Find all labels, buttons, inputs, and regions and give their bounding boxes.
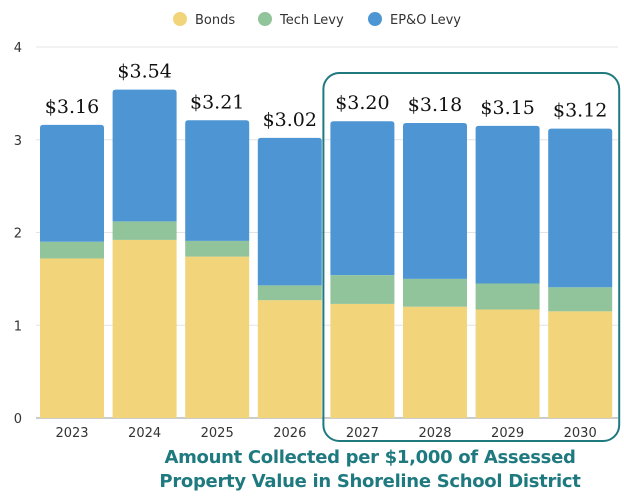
total-label-2025: $3.21 xyxy=(190,91,244,113)
bar-2030-tech-levy xyxy=(548,287,613,312)
y-tick-label-4: 4 xyxy=(14,41,22,56)
x-tick-label-2024: 2024 xyxy=(128,426,161,441)
total-label-2028: $3.18 xyxy=(408,94,462,116)
bar-2025-bonds xyxy=(185,256,250,418)
legend-swatch-bonds xyxy=(173,12,187,26)
caption-line-1: Amount Collected per $1,000 of Assessed xyxy=(164,447,576,468)
bar-2025-tech-levy xyxy=(185,240,250,257)
total-label-2029: $3.15 xyxy=(480,97,534,119)
bar-2029-tech-levy xyxy=(475,283,540,310)
total-label-2024: $3.54 xyxy=(117,61,171,83)
bar-2024-bonds xyxy=(112,239,177,418)
y-tick-label-0: 0 xyxy=(14,412,22,427)
bar-2029-bonds xyxy=(475,309,540,418)
x-axis: 2023 2024 2025 2026 2027 2028 2029 2030 xyxy=(55,426,596,441)
highlight-box xyxy=(322,72,621,442)
total-label-2030: $3.12 xyxy=(553,100,607,122)
x-tick-label-2025: 2025 xyxy=(201,426,234,441)
chart-caption: Amount Collected per $1,000 of Assessed … xyxy=(150,446,590,494)
total-label-2023: $3.16 xyxy=(45,96,99,118)
x-tick-label-2023: 2023 xyxy=(55,426,88,441)
legend-label-tech-levy: Tech Levy xyxy=(279,13,344,28)
x-tick-label-2027: 2027 xyxy=(346,426,379,441)
bar-2027-ep-o-levy xyxy=(330,121,395,276)
total-labels: $3.16 $3.54 $3.21 $3.02 $3.20 $3.18 $3.15 $3.12 xyxy=(45,61,608,131)
bar-2029-ep-o-levy xyxy=(475,125,540,284)
y-axis: 0 1 2 3 4 xyxy=(14,41,22,427)
total-label-2027: $3.20 xyxy=(335,92,389,114)
caption-line-2: Property Value in Shoreline School Distr… xyxy=(159,471,581,492)
bar-2030-bonds xyxy=(548,311,613,418)
bar-2023-ep-o-levy xyxy=(40,124,104,242)
x-tick-label-2026: 2026 xyxy=(273,426,306,441)
bar-2028-tech-levy xyxy=(403,278,467,307)
bar-2026-ep-o-levy xyxy=(257,137,322,286)
y-tick-label-2: 2 xyxy=(14,227,22,242)
bar-2028-ep-o-levy xyxy=(403,123,467,279)
legend: Bonds Tech Levy EP&O Levy xyxy=(173,12,461,28)
bar-2030-ep-o-levy xyxy=(548,128,613,288)
legend-swatch-ep-o-levy xyxy=(368,12,382,26)
x-tick-label-2029: 2029 xyxy=(491,426,524,441)
bar-2023-bonds xyxy=(40,258,104,418)
bar-2025-ep-o-levy xyxy=(185,120,250,241)
x-tick-label-2028: 2028 xyxy=(418,426,451,441)
highlight-box-group xyxy=(322,72,621,442)
total-label-2026: $3.02 xyxy=(263,109,317,131)
bar-2024-ep-o-levy xyxy=(112,89,177,222)
bar-2023-tech-levy xyxy=(40,241,104,259)
bar-2027-bonds xyxy=(330,303,395,418)
bar-2026-tech-levy xyxy=(257,285,322,301)
bar-2028-bonds xyxy=(403,306,467,418)
x-tick-label-2030: 2030 xyxy=(564,426,597,441)
bars xyxy=(40,89,613,418)
bar-2024-tech-levy xyxy=(112,221,177,240)
bar-2026-bonds xyxy=(257,300,322,418)
legend-swatch-tech-levy xyxy=(258,12,272,26)
y-tick-label-1: 1 xyxy=(14,319,22,334)
legend-label-ep-o-levy: EP&O Levy xyxy=(390,13,461,28)
bar-2027-tech-levy xyxy=(330,275,395,304)
y-tick-label-3: 3 xyxy=(14,134,22,149)
legend-label-bonds: Bonds xyxy=(195,13,235,28)
